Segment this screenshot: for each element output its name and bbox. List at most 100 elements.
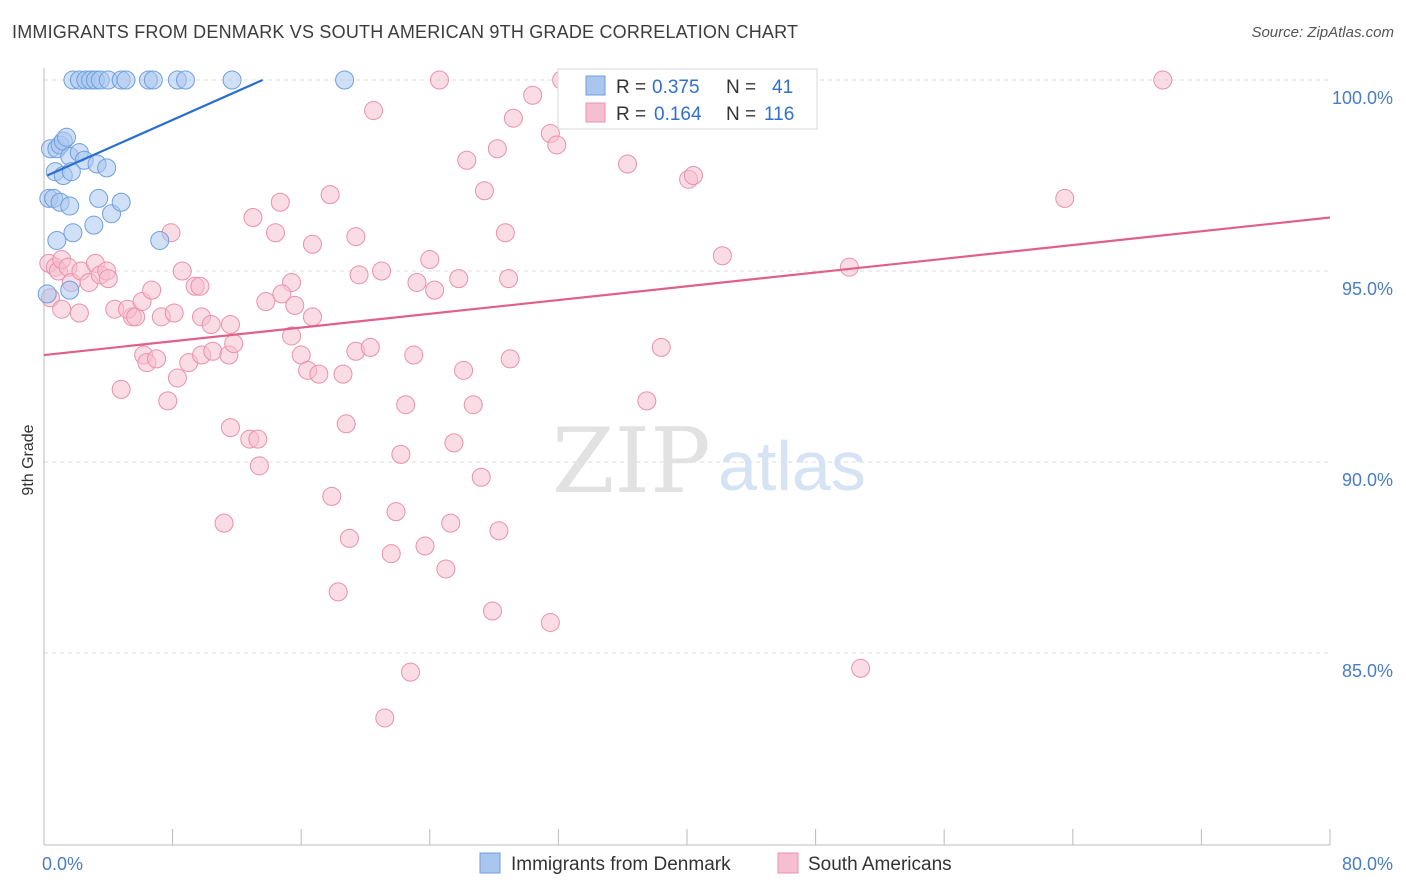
stats-r-value-pink: 0.164 — [654, 104, 702, 125]
denmark-point — [84, 215, 104, 235]
denmark-point — [116, 70, 136, 90]
south-american-point — [243, 208, 263, 228]
denmark-point — [335, 70, 355, 90]
x-tick-label: 0.0% — [42, 854, 83, 874]
denmark-point — [60, 196, 80, 216]
trend-line-south-americans — [43, 216, 1331, 357]
south-american-point — [52, 299, 72, 319]
south-american-point — [523, 85, 543, 105]
south-american-point — [454, 360, 474, 380]
y-tick-label: 100.0% — [1332, 88, 1393, 108]
watermark-zip: ZIP — [552, 409, 711, 514]
south-american-point — [282, 326, 302, 346]
south-american-point — [98, 269, 118, 289]
south-american-point — [248, 429, 268, 449]
trend-line-denmark — [46, 78, 264, 177]
south-american-point — [420, 250, 440, 270]
south-american-point — [349, 265, 369, 285]
denmark-point — [57, 127, 77, 147]
south-american-point — [444, 433, 464, 453]
south-american-point — [111, 379, 131, 399]
watermark-atlas: atlas — [718, 427, 866, 505]
y-tick-label: 85.0% — [1342, 661, 1393, 681]
south-american-point — [404, 345, 424, 365]
south-american-point — [346, 227, 366, 247]
chart-title: IMMIGRANTS FROM DENMARK VS SOUTH AMERICA… — [12, 22, 799, 42]
series-legend: Immigrants from Denmark South Americans — [479, 852, 952, 875]
denmark-point — [111, 192, 131, 212]
south-american-point — [142, 280, 162, 300]
denmark-point — [47, 230, 67, 250]
stats-n-label-blue: N = — [726, 77, 756, 98]
south-american-point — [328, 582, 348, 602]
south-american-point — [339, 528, 359, 548]
south-american-point — [265, 223, 285, 243]
south-american-point — [425, 280, 445, 300]
south-american-point — [415, 536, 435, 556]
south-american-point — [256, 292, 276, 312]
south-american-point — [429, 70, 449, 90]
south-american-point — [302, 307, 322, 327]
tick-labels: 85.0% 90.0% 95.0% 100.0% 0.0% 80.0% — [42, 88, 1393, 874]
south-american-point — [201, 314, 221, 334]
legend-label-denmark: Immigrants from Denmark — [511, 854, 731, 875]
south-american-point — [164, 303, 184, 323]
south-american-point — [449, 269, 469, 289]
y-tick-label: 90.0% — [1342, 470, 1393, 490]
south-american-point — [333, 364, 353, 384]
south-american-point — [203, 341, 223, 361]
south-american-point — [474, 181, 494, 201]
south-american-point — [547, 135, 567, 155]
south-american-point — [190, 276, 210, 296]
denmark-point — [60, 280, 80, 300]
denmark-point — [150, 230, 170, 250]
south-american-point — [220, 418, 240, 438]
legend-swatch-denmark — [479, 852, 501, 874]
y-tick-label: 95.0% — [1342, 279, 1393, 299]
south-american-point — [618, 154, 638, 174]
south-american-point — [214, 513, 234, 533]
south-american-point — [167, 368, 187, 388]
south-american-point — [500, 349, 520, 369]
south-american-point — [320, 185, 340, 205]
south-american-point — [1153, 70, 1173, 90]
stats-n-value-blue: 41 — [772, 77, 793, 98]
south-american-point — [381, 544, 401, 564]
denmark-point — [63, 223, 83, 243]
south-american-point — [386, 502, 406, 522]
south-american-point — [463, 395, 483, 415]
south-american-point — [683, 166, 703, 185]
south-american-point — [158, 391, 178, 411]
south-american-point — [270, 192, 290, 212]
south-american-point — [224, 334, 244, 354]
stats-n-value-pink: 116 — [764, 104, 794, 125]
legend-label-south-americans: South Americans — [808, 854, 952, 875]
south-american-point — [375, 708, 395, 728]
south-american-point — [336, 414, 356, 434]
south-american-point — [302, 234, 322, 254]
stats-r-label-pink: R = — [616, 104, 646, 125]
south-american-point — [482, 601, 502, 621]
y-axis-label: 9th Grade — [20, 424, 37, 495]
south-american-point — [272, 284, 292, 304]
denmark-point — [37, 284, 57, 304]
south-american-point — [637, 391, 657, 411]
south-american-point — [220, 314, 240, 334]
south-american-point — [540, 612, 560, 632]
data-points — [37, 70, 1173, 728]
south-american-point — [391, 444, 411, 464]
south-american-point — [407, 272, 427, 292]
south-american-point — [471, 467, 491, 487]
south-american-point — [495, 223, 515, 243]
denmark-point — [175, 70, 195, 90]
south-american-point — [499, 269, 519, 289]
south-american-point — [309, 364, 329, 384]
stats-r-label-blue: R = — [616, 77, 646, 98]
stats-legend-swatch-pink — [585, 102, 606, 123]
south-american-point — [322, 486, 342, 506]
south-american-point — [360, 337, 380, 357]
chart-source: Source: ZipAtlas.com — [1251, 24, 1394, 41]
south-american-point — [147, 349, 167, 369]
south-american-point — [503, 108, 523, 128]
south-american-point — [172, 261, 192, 281]
